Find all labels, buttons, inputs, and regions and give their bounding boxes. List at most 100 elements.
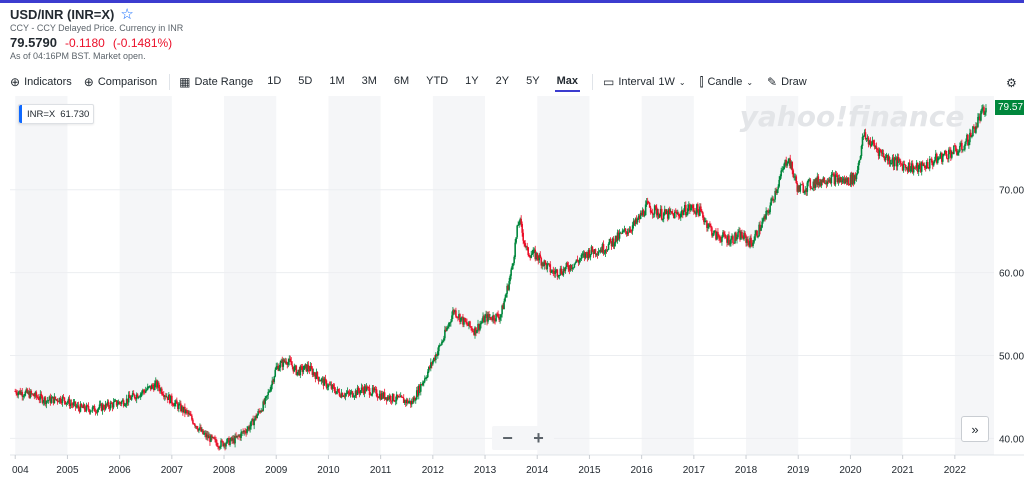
- candle-body: [688, 204, 690, 209]
- candle-body: [852, 172, 855, 184]
- candle-body: [179, 403, 181, 405]
- candle-body: [574, 262, 577, 264]
- candle-body: [598, 251, 601, 253]
- candle-body: [377, 397, 380, 399]
- candle-body: [478, 323, 480, 330]
- candle-body: [538, 254, 541, 261]
- gear-icon[interactable]: ⚙: [1006, 76, 1017, 90]
- candle-body: [914, 167, 917, 169]
- candle-body: [525, 246, 527, 248]
- indicators-button[interactable]: ⊕ Indicators: [10, 75, 72, 89]
- x-tick-label: 2006: [108, 465, 131, 476]
- candle-body: [636, 218, 639, 223]
- candle-body: [835, 174, 838, 176]
- candle-body: [587, 250, 590, 259]
- candle-body: [764, 216, 766, 219]
- candle-body: [899, 160, 902, 164]
- candle-body: [531, 253, 534, 255]
- candle-body: [537, 257, 540, 261]
- candle-body: [218, 446, 220, 449]
- quote-header: USD/INR (INR=X) ☆ CCY - CCY Delayed Pric…: [10, 7, 183, 61]
- range-5y-button[interactable]: 5Y: [526, 75, 540, 87]
- candle-body: [709, 223, 711, 226]
- range-1y-button[interactable]: 1Y: [465, 75, 479, 87]
- candle-body: [43, 397, 46, 402]
- candle-body: [868, 140, 871, 145]
- range-1m-button[interactable]: 1M: [329, 75, 345, 87]
- candle-body: [390, 400, 393, 402]
- candle-body: [863, 132, 866, 137]
- candle-body: [882, 153, 885, 158]
- candle-body: [324, 378, 327, 381]
- candle-body: [510, 269, 512, 276]
- candle-body: [111, 403, 114, 408]
- candle-body: [527, 247, 530, 255]
- candle-body: [751, 243, 753, 246]
- candle-body: [457, 317, 459, 318]
- candle-body: [400, 395, 403, 398]
- candle-body: [966, 134, 968, 142]
- scroll-right-button[interactable]: »: [961, 416, 989, 442]
- candle-body: [169, 394, 171, 404]
- candle-body: [292, 366, 295, 372]
- zoom-out-button[interactable]: −: [502, 427, 513, 448]
- candle-body: [710, 225, 712, 228]
- candle-body: [31, 393, 34, 395]
- interval-button[interactable]: ▭ Interval 1W ⌄: [603, 75, 686, 89]
- candle-body: [565, 263, 568, 268]
- draw-button[interactable]: ✎ Draw: [767, 75, 807, 89]
- candle-body: [591, 246, 594, 252]
- candle-body: [571, 267, 574, 269]
- candle-body: [763, 216, 765, 220]
- range-1d-button[interactable]: 1D: [267, 75, 282, 87]
- brand-top-bar: [0, 0, 1024, 3]
- range-ytd-button[interactable]: YTD: [426, 75, 449, 87]
- range-3m-button[interactable]: 3M: [361, 75, 377, 87]
- candle-body: [158, 388, 161, 392]
- candle-body: [119, 402, 122, 404]
- candle-body: [754, 234, 756, 241]
- candle-body: [477, 323, 479, 331]
- price-chart[interactable]: yahoo!finance 40.00 50.00 60.00 70.00 004 20…: [0, 93, 1024, 491]
- comparison-button[interactable]: ⊕ Comparison: [84, 75, 157, 89]
- candle-body: [518, 222, 520, 226]
- chart-type-button[interactable]: ⫿ Candle ⌄: [700, 75, 753, 90]
- star-icon[interactable]: ☆: [120, 6, 134, 23]
- candle-body: [911, 163, 914, 173]
- candle-body: [32, 393, 35, 396]
- quote-change-percent: (-0.1481%): [112, 36, 173, 50]
- range-5d-button[interactable]: 5D: [298, 75, 313, 87]
- candle-body: [290, 361, 293, 366]
- range-max-button[interactable]: Max: [554, 75, 580, 92]
- candle-body: [278, 367, 281, 371]
- candle-body: [35, 392, 38, 397]
- candle-body: [965, 141, 967, 145]
- candle-body: [213, 437, 215, 439]
- candle-body: [742, 237, 744, 240]
- series-legend[interactable]: INR=X 61.730: [18, 104, 94, 124]
- candle-body: [630, 230, 633, 232]
- candle-body: [773, 199, 775, 201]
- candle-body: [629, 229, 632, 231]
- candle-body: [222, 441, 224, 447]
- candle-body: [811, 187, 814, 189]
- candle-body: [229, 440, 231, 445]
- candle-body: [151, 384, 154, 387]
- candle-body: [615, 235, 618, 241]
- range-2y-button[interactable]: 2Y: [495, 75, 510, 87]
- candle-body: [323, 378, 326, 386]
- candle-body: [533, 249, 536, 251]
- candle-body: [389, 396, 392, 401]
- candle-body: [703, 217, 705, 223]
- candle-body: [493, 315, 495, 321]
- candle-body: [640, 212, 643, 216]
- range-6m-button[interactable]: 6M: [393, 75, 410, 87]
- candle-body: [458, 314, 460, 318]
- zoom-in-button[interactable]: +: [533, 427, 544, 448]
- candle-body: [921, 162, 924, 166]
- candle-body: [354, 390, 357, 396]
- candle-body: [279, 362, 282, 368]
- candle-body: [92, 406, 95, 408]
- candle-body: [878, 149, 881, 156]
- date-range-button[interactable]: ▦ Date Range: [179, 75, 253, 89]
